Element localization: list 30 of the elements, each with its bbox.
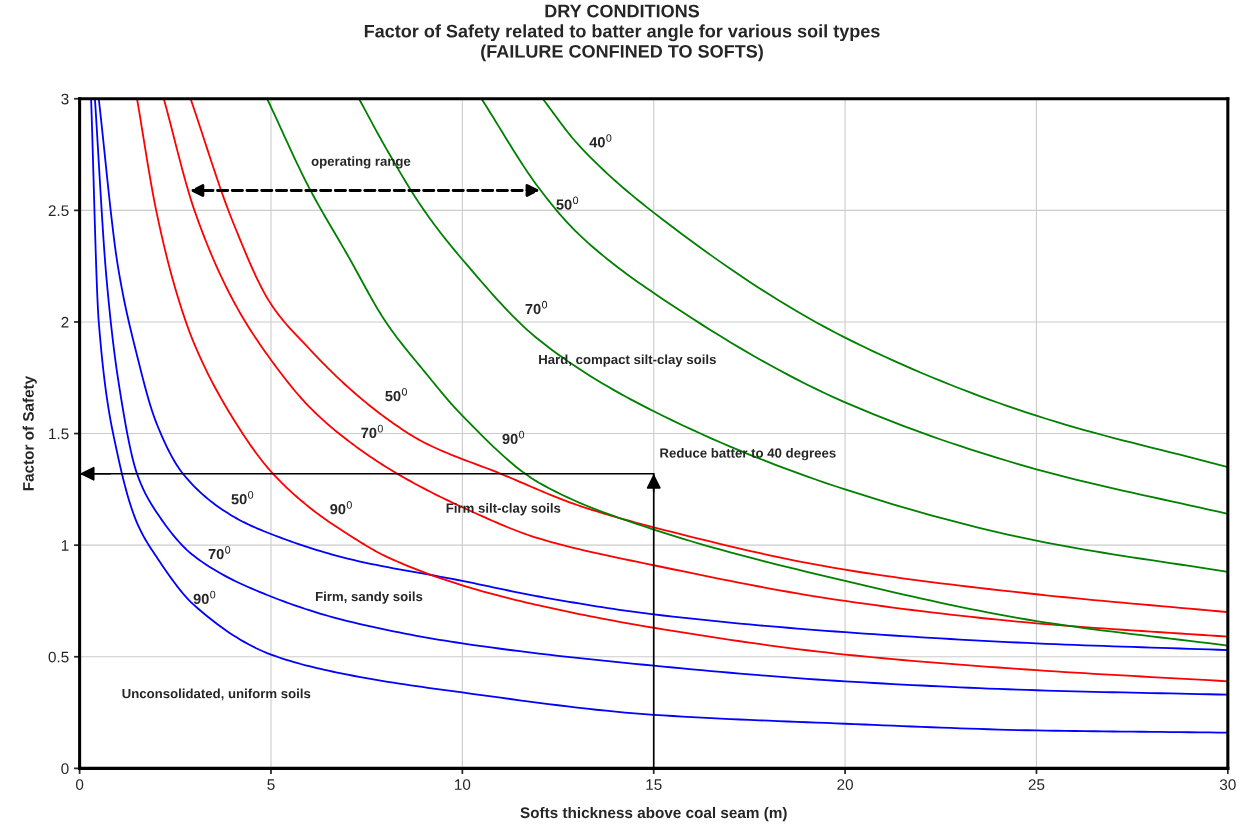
- x-tick-label: 5: [267, 779, 275, 790]
- series-label: 40$^{0}$: [589, 134, 612, 148]
- chart-title: DRY CONDITIONS Factor of Safety related to batter angle for various soil types (FAILURE CONFINED TO SOFTS): [364, 4, 880, 62]
- y-tick-label: 0: [61, 763, 69, 775]
- x-tick-label: 10: [455, 779, 471, 790]
- series-label: 50$^{0}$: [231, 491, 254, 505]
- annotation: Firm, sandy soils: [315, 591, 423, 604]
- y-tick-label: 0.5: [48, 651, 69, 663]
- y-axis-title: Factor of Safety: [22, 375, 37, 491]
- series-label: 70$^{0}$: [361, 424, 383, 439]
- annotation: Unconsolidated, uniform soils: [122, 688, 311, 701]
- x-tick-label: 30: [1219, 779, 1236, 790]
- ref-line-label: Reduce batter to 40 degrees: [660, 447, 836, 461]
- x-axis-title: Softs thickness above coal seam (m): [520, 806, 787, 822]
- series-label: 90$^{0}$: [193, 590, 216, 605]
- y-tick-label: 3: [61, 93, 69, 105]
- series-label: 50$^{0}$: [385, 387, 408, 402]
- series-label: 70$^{0}$: [208, 545, 231, 560]
- y-tick-label: 2: [61, 316, 69, 328]
- x-tick-label: 0: [75, 779, 84, 790]
- y-tick-label: 1.5: [49, 428, 69, 440]
- x-tick-label: 20: [837, 779, 853, 790]
- y-tick-label: 1: [61, 540, 69, 551]
- series-label: 90$^{0}$: [502, 430, 525, 445]
- x-tick-label: 15: [646, 779, 662, 790]
- series-label: 70$^{0}$: [525, 300, 548, 315]
- series-label: 50$^{0}$: [556, 196, 579, 210]
- y-tick-label: 2.5: [48, 205, 69, 217]
- x-tick-label: 25: [1028, 779, 1045, 790]
- series-label: 90$^{0}$: [330, 501, 352, 515]
